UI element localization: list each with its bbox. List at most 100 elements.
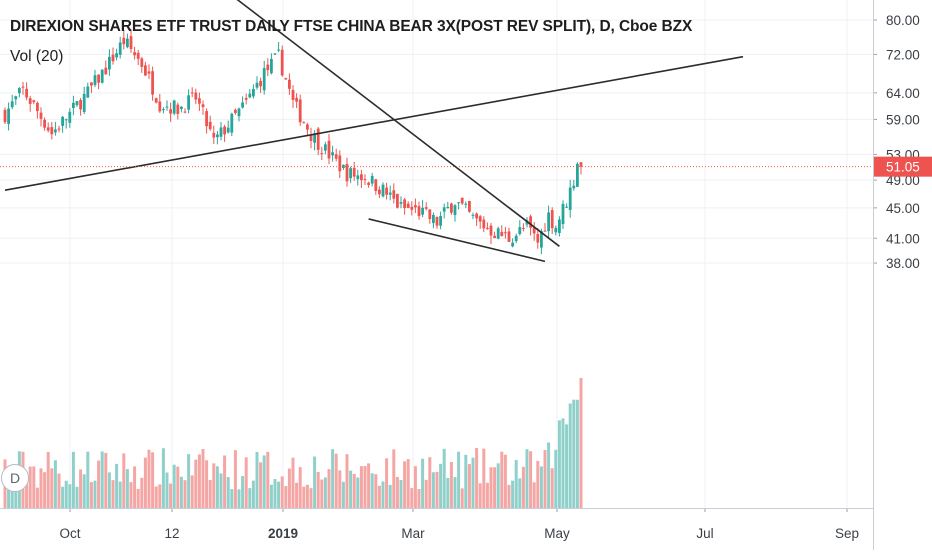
volume-bar (356, 477, 360, 508)
candle-body (518, 227, 522, 234)
volume-bar (179, 476, 183, 508)
candle-body (345, 164, 349, 182)
candle-body (21, 86, 25, 88)
volume-bar (151, 452, 155, 508)
chart-logo-badge[interactable]: D (1, 464, 29, 492)
volume-bar (359, 466, 363, 508)
trendline-rising[interactable] (4, 55, 744, 191)
candle-body (565, 206, 568, 208)
volume-bar (435, 471, 439, 508)
candle-body (424, 207, 428, 209)
volume-bar (64, 480, 68, 508)
volume-bar (277, 481, 281, 508)
volume-bar (273, 478, 277, 508)
candle-body (291, 89, 295, 100)
candle-body (122, 37, 126, 45)
candle-body (187, 95, 190, 110)
candle-body (36, 102, 39, 112)
volume-bar (543, 449, 547, 508)
volume-bar (212, 463, 216, 508)
volume-bar (71, 451, 75, 508)
candle-body (370, 175, 374, 184)
trendline-falling-upper[interactable] (228, 0, 560, 247)
volume-bar (453, 477, 457, 508)
candle-body (547, 212, 550, 232)
volume-bar (187, 454, 191, 508)
candle-body (255, 82, 259, 88)
volume-bar (259, 462, 263, 508)
y-tick-label: 38.00 (886, 256, 920, 271)
volume-bar (471, 457, 475, 508)
volume-bar (136, 488, 140, 508)
candle-body (140, 58, 144, 67)
y-tick-label: 45.00 (886, 201, 920, 216)
candle-body (496, 228, 500, 239)
x-tick-label: May (544, 526, 570, 541)
candle-body (338, 155, 342, 172)
volume-bar (122, 453, 126, 508)
x-tick-label: 2019 (268, 526, 298, 541)
candle-body (133, 52, 136, 56)
candle-body (72, 102, 75, 109)
volume-bar (305, 484, 309, 508)
volume-bar (147, 449, 151, 508)
candle-body (144, 65, 147, 76)
volume-bar (280, 476, 284, 508)
volume-bar (493, 467, 497, 508)
candle-body (421, 207, 424, 215)
candle-body (522, 228, 525, 230)
volume-bar (291, 457, 295, 508)
candle-body (219, 127, 223, 137)
candle-body (482, 219, 486, 229)
last-price-tag (874, 156, 932, 177)
candle-body (468, 200, 471, 212)
volume-bar (554, 449, 558, 508)
volume-bar (367, 463, 371, 508)
candle-body (237, 108, 241, 117)
volume-bar (115, 463, 119, 508)
candle-body (147, 71, 151, 74)
candle-body (475, 213, 478, 219)
volume-bar (496, 463, 500, 508)
volume-bar (143, 457, 147, 508)
volume-bar (97, 460, 101, 508)
trendline-falling-lower[interactable] (368, 218, 546, 263)
volume-bar (377, 485, 381, 508)
candle-body (536, 234, 540, 243)
x-tick-label: 12 (164, 526, 179, 541)
candle-body (216, 134, 219, 138)
volume-bar (536, 460, 540, 508)
volume-bar (215, 466, 219, 508)
trendlines[interactable] (4, 0, 744, 263)
last-price-label: 51.05 (886, 160, 920, 175)
volume-bar (457, 451, 461, 508)
candle-body (7, 108, 10, 124)
candle-body (554, 227, 558, 233)
candle-body (205, 111, 208, 127)
volume-bar (176, 466, 180, 508)
candle-body (561, 203, 565, 225)
candle-body (572, 185, 576, 189)
volume-bar (511, 480, 515, 508)
candle-body (313, 133, 316, 143)
candle-body (43, 119, 46, 128)
candle-body (543, 230, 547, 232)
volume-bar (460, 488, 464, 508)
volume-indicator-label[interactable]: Vol (20) (10, 48, 64, 65)
candle-body (90, 82, 93, 86)
volume-bar (75, 486, 79, 508)
volume-bar (349, 470, 353, 508)
volume-bar (158, 484, 162, 508)
volume-bar (399, 479, 403, 508)
candle-body (478, 216, 482, 222)
volume-bar (262, 455, 266, 508)
candle-body (457, 202, 460, 204)
volume-bar (208, 479, 212, 508)
volume-bar (25, 483, 29, 508)
candle-body (129, 36, 133, 49)
candle-body (489, 225, 493, 236)
time-axis[interactable]: Oct 12 2019 Mar May Jul Sep (0, 508, 873, 541)
